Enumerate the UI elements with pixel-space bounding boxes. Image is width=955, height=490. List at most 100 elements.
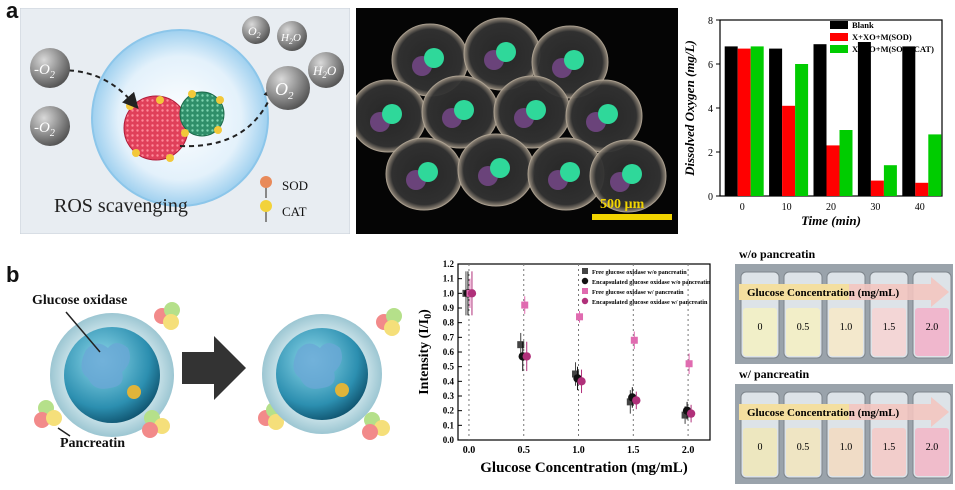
y-axis-label: Dissolved Oxygen (mg/L): [682, 40, 697, 177]
superoxide-ball-1: -O2: [30, 48, 70, 88]
capsule-cell: [527, 137, 605, 211]
y-tick-label: 0.0: [443, 435, 455, 445]
concentration-label: 1.5: [883, 322, 896, 333]
x-tick-label: 10: [782, 202, 792, 213]
vial-title: w/ pancreatin: [739, 367, 809, 381]
data-point: [686, 409, 696, 418]
vial-title: w/o pancreatin: [739, 247, 815, 261]
x-tick-label: 1.0: [572, 445, 585, 456]
x-tick-label: 0: [740, 202, 745, 213]
x-tick-label: 1.5: [627, 445, 640, 456]
capsule-cell: [421, 75, 499, 149]
particle-left: [127, 385, 141, 399]
svg-text:SOD: SOD: [282, 178, 308, 193]
legend-swatch: [830, 45, 848, 53]
y-tick-label: 0.5: [443, 362, 455, 372]
intensity-chart: 0.0 0.1 0.2 0.3 0.4 0.5 0.6 0.7 0.8 0.9 1.0 1.1 1.2 0…: [417, 259, 711, 476]
product-ball-1: O2: [242, 16, 270, 44]
legend-label: X+XO+M(SOD+CAT): [852, 44, 934, 54]
capsule-cell: [531, 25, 609, 99]
concentration-label: 0.5: [797, 322, 810, 333]
data-point: [517, 341, 525, 349]
enzyme-left: [81, 343, 130, 389]
svg-text:O2: O2: [248, 24, 261, 40]
concentration-label: 2.0: [926, 442, 939, 453]
dissolved-oxygen-chart: 0 2 4 6 8 0 10 20 30 40 Time (min) Dissolved Oxygen…: [682, 16, 943, 228]
capsule-cell: [385, 137, 463, 211]
vial-liquid: [743, 428, 777, 476]
panel-label-a: a: [6, 0, 19, 23]
legend-marker: [581, 297, 589, 305]
svg-text:H2O: H2O: [312, 63, 337, 80]
data-point: [577, 377, 586, 386]
y-tick-label: 0.6: [443, 347, 455, 357]
legend-marker: [582, 268, 588, 274]
y-tick-label: 8: [708, 16, 713, 27]
product-ball-4: H2O: [308, 52, 344, 88]
bar: [813, 44, 827, 197]
y-tick-label: 1.2: [443, 259, 455, 269]
vial-liquid: [915, 308, 949, 356]
y-tick-label: 1.1: [443, 274, 455, 284]
scale-bar-label: 500 µm: [600, 197, 645, 212]
legend-marker: [582, 288, 588, 294]
concentration-label: 2.0: [926, 322, 939, 333]
x-tick-label: 20: [826, 202, 836, 213]
bar: [724, 46, 738, 197]
y-axis-label: Intensity (I/I0): [417, 309, 434, 395]
product-ball-3: O2: [266, 66, 310, 110]
bar: [915, 182, 929, 196]
data-point: [576, 313, 584, 321]
concentration-label: 0: [758, 322, 763, 333]
panel-label-b: b: [6, 262, 20, 287]
legend-label: Free glucose oxidase w/o pancreatin: [592, 269, 687, 276]
arrow-label: Glucose Concentration (mg/mL): [747, 407, 899, 419]
vial-liquid: [743, 308, 777, 356]
bar: [857, 42, 871, 196]
microcapsule-micrograph: 500 µm: [356, 8, 678, 234]
svg-text:-O2: -O2: [34, 62, 55, 81]
data-point: [572, 370, 580, 378]
y-tick-label: 6: [708, 60, 713, 71]
arrow-label: Glucose Concentration (mg/mL): [747, 287, 899, 299]
svg-text:H2O: H2O: [280, 32, 301, 46]
y-tick-label: 0.4: [443, 376, 455, 386]
capsule-cell: [457, 133, 535, 207]
bar: [769, 48, 783, 196]
vial-liquid: [786, 428, 820, 476]
y-tick-label: 4: [708, 104, 713, 115]
y-tick-label: 1.0: [443, 288, 455, 298]
capsule-cell: [565, 79, 643, 153]
legend-cat: CAT: [260, 200, 307, 222]
process-arrow: [182, 336, 246, 400]
x-tick-label: 40: [915, 202, 925, 213]
vial-liquid: [829, 428, 863, 476]
legend-label: Blank: [852, 20, 874, 30]
data-point: [632, 396, 641, 405]
y-tick-label: 2: [708, 148, 713, 159]
legend-swatch: [830, 21, 848, 29]
data-point: [681, 411, 689, 419]
svg-text:CAT: CAT: [282, 204, 307, 219]
bar: [737, 48, 751, 196]
vial-liquid: [786, 308, 820, 356]
capsule-cell: [356, 79, 427, 153]
bar: [839, 130, 853, 196]
bar: [928, 134, 942, 196]
vial-photos: w/o pancreatin 0 0.5 1.0 1.5 2.0 Glucose Conce…: [735, 246, 953, 486]
concentration-label: 1.0: [840, 442, 853, 453]
capsule-cells: [356, 17, 667, 213]
legend-label: X+XO+M(SOD): [852, 32, 912, 42]
glucose-oxidase-label: Glucose oxidase: [32, 293, 127, 308]
data-point: [626, 398, 634, 406]
enzyme-right: [293, 343, 342, 389]
particle-right: [335, 383, 349, 397]
data-point: [630, 336, 638, 344]
concentration-label: 0.5: [797, 442, 810, 453]
vial-liquid: [872, 308, 906, 356]
x-tick-label: 30: [870, 202, 880, 213]
y-tick-label: 0.2: [443, 406, 455, 416]
y-tick-label: 0.1: [443, 420, 455, 430]
pancreatin-label: Pancreatin: [60, 436, 125, 451]
data-point: [685, 360, 693, 368]
